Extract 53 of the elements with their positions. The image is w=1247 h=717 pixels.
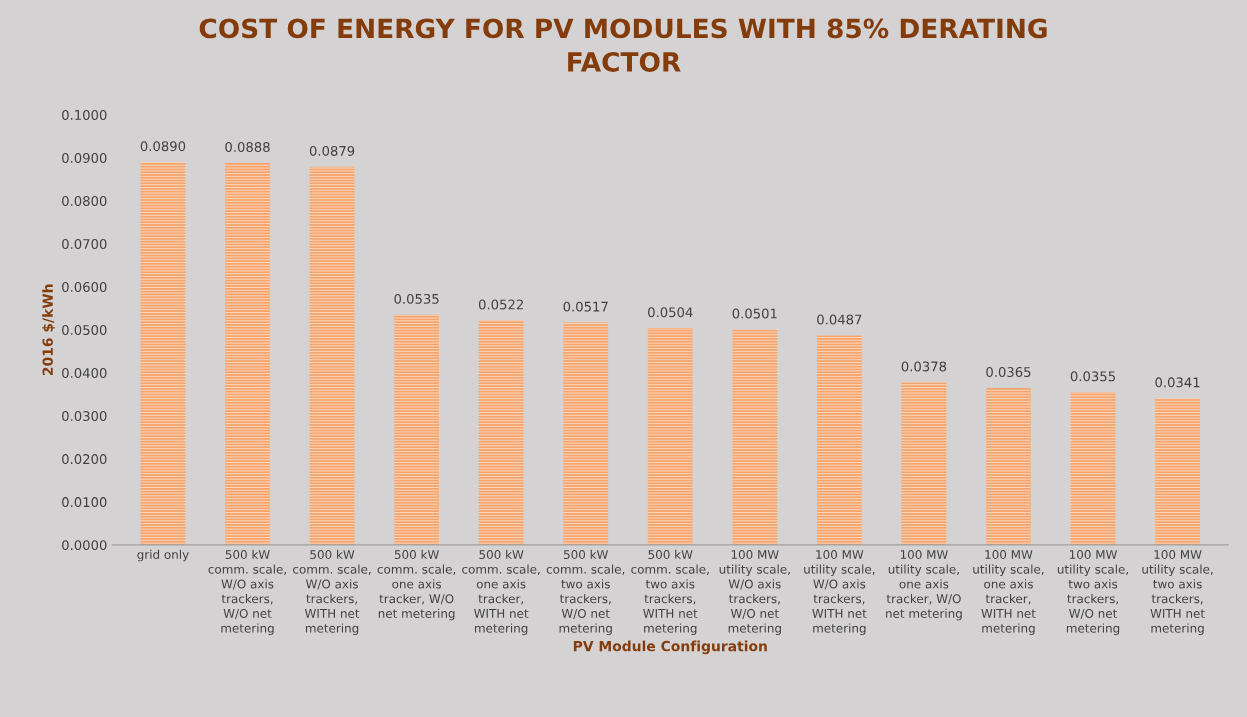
y-axis-title: 2016 $/kWh: [42, 284, 55, 376]
bar: [309, 166, 355, 545]
x-tick-label: 100 MW utility scale, W/O axis trackers, WITH net metering: [804, 549, 875, 636]
bar: [1155, 398, 1200, 545]
bar: [647, 328, 693, 545]
data-label: 0.0501: [732, 308, 777, 319]
x-tick-label: 100 MW utility scale, two axis trackers, W/O net metering: [1057, 549, 1129, 636]
x-tick-label: 500 kW comm. scale, one axis tracker, W/O net metering: [377, 549, 456, 621]
x-tick-label: 100 MW utility scale, W/O axis trackers, W/O net metering: [719, 549, 790, 636]
y-tick-label: 0.0400: [62, 368, 107, 379]
data-label: 0.0341: [1155, 377, 1200, 388]
x-tick-label: 100 MW utility scale, one axis tracker, W/O net metering: [886, 549, 962, 621]
bar: [478, 320, 524, 545]
bar: [1070, 392, 1116, 545]
data-label: 0.0487: [817, 314, 862, 325]
y-tick-label: 0.0200: [62, 454, 107, 465]
bar: [225, 162, 270, 545]
data-label: 0.0365: [986, 367, 1031, 378]
y-tick-label: 0.0500: [62, 325, 107, 336]
y-tick-label: 0.0300: [62, 411, 107, 422]
data-label: 0.0879: [309, 145, 355, 156]
data-label: 0.0517: [563, 301, 608, 312]
bar: [394, 314, 440, 545]
x-tick-label: 500 kW comm. scale, two axis trackers, W/O net metering: [546, 549, 625, 636]
x-tick-label: 500 kW comm. scale, W/O axis trackers, WITH net metering: [293, 549, 371, 636]
y-tick-label: 0.0000: [62, 540, 107, 551]
x-axis-title: PV Module Configuration: [573, 640, 767, 655]
x-tick-label: 100 MW utility scale, two axis trackers, WITH net metering: [1142, 549, 1213, 636]
bar: [816, 335, 862, 545]
data-label: 0.0355: [1070, 371, 1115, 382]
y-tick-label: 0.0900: [62, 152, 107, 163]
data-label: 0.0890: [140, 141, 186, 152]
data-label: 0.0888: [225, 142, 270, 153]
y-tick-label: 0.0600: [62, 282, 107, 292]
data-label: 0.0378: [901, 361, 947, 372]
bar: [140, 162, 186, 545]
bar: [732, 329, 778, 545]
chart-title: COST OF ENERGY FOR PV MODULES WITH 85% DERATING FACTOR: [199, 18, 1047, 72]
y-tick-label: 0.1000: [62, 109, 107, 120]
x-tick-label: 500 kW comm. scale, two axis trackers, WITH net metering: [631, 549, 709, 636]
data-label: 0.0535: [394, 293, 439, 304]
x-tick-label: grid only: [137, 549, 189, 562]
x-tick-label: 500 kW comm. scale, W/O axis trackers, W/O net metering: [208, 549, 286, 636]
bar: [563, 322, 609, 545]
bar: [901, 382, 947, 545]
data-label: 0.0504: [648, 307, 693, 318]
y-tick-label: 0.0800: [62, 195, 107, 206]
y-tick-label: 0.0100: [62, 497, 107, 508]
x-tick-label: 100 MW utility scale, one axis tracker, WITH net metering: [973, 549, 1044, 636]
data-label: 0.0522: [478, 299, 523, 310]
x-tick-label: 500 kW comm. scale, one axis tracker, WITH net metering: [462, 549, 540, 636]
bar: [986, 387, 1031, 545]
y-tick-label: 0.0700: [62, 239, 107, 249]
